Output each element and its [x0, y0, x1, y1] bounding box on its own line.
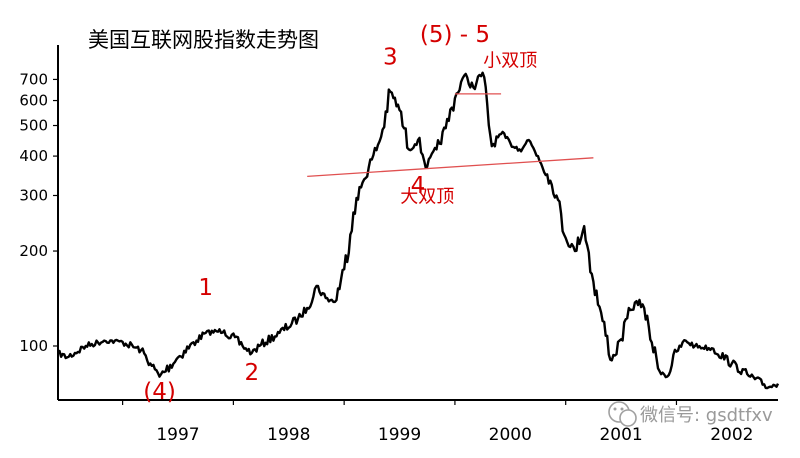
y-tick-label: 200: [19, 242, 48, 260]
index-line: [57, 71, 780, 390]
wave-label: (5) - 5: [420, 22, 490, 48]
x-tick-label: 2002: [710, 425, 753, 445]
trendline-layer: [307, 93, 594, 177]
trendline: [307, 157, 594, 177]
x-tick-label: 2000: [489, 425, 532, 445]
x-tick-label: 1997: [156, 425, 199, 445]
y-tick-label: 500: [19, 117, 48, 135]
wave-label: 2: [245, 360, 260, 386]
y-tick-label: 300: [19, 186, 48, 204]
wechat-icon: [608, 401, 637, 427]
y-tick-label: 100: [19, 337, 48, 355]
y-axis: 100 200 300 400 500 600 700: [19, 45, 59, 400]
x-tick-label: 1999: [378, 425, 421, 445]
watermark: 微信号: gsdtfxv: [608, 401, 773, 427]
y-tick-label: 600: [19, 92, 48, 110]
pattern-label: 小双顶: [483, 50, 537, 71]
watermark-text: 微信号: gsdtfxv: [640, 405, 773, 426]
x-axis: 1997 1998 1999 2000 2001 2002: [58, 399, 778, 445]
wave-label: (4): [143, 379, 176, 405]
x-tick-label: 2001: [599, 425, 642, 445]
wave-label: 1: [198, 275, 213, 301]
y-tick-label: 700: [19, 70, 48, 88]
chart-title: 美国互联网股指数走势图: [88, 28, 319, 52]
x-tick-label: 1998: [267, 425, 310, 445]
y-tick-label: 400: [19, 147, 48, 165]
wave-label: 3: [383, 45, 398, 71]
pattern-label: 大双顶: [400, 187, 454, 208]
wave-label: 4: [411, 173, 426, 199]
series-layer: [57, 71, 780, 390]
